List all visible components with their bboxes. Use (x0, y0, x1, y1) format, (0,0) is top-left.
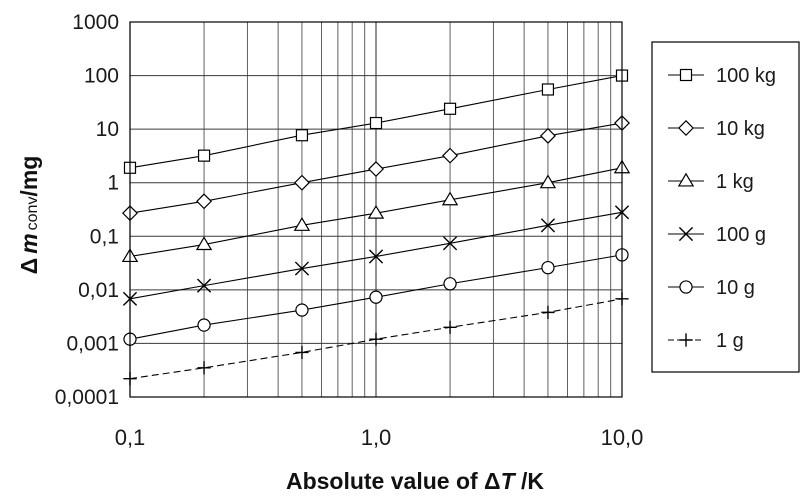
data-point (443, 320, 457, 334)
data-point (541, 260, 555, 275)
data-point (294, 261, 310, 276)
data-point (367, 204, 385, 219)
y-axis-title-symbol: m (16, 233, 42, 253)
y-tick-label: 0,01 (78, 279, 119, 302)
x-tick-label: 0,1 (115, 425, 146, 450)
data-point (295, 129, 309, 142)
data-point (197, 318, 211, 332)
data-point (195, 236, 213, 251)
legend-marker (677, 172, 695, 187)
data-point (369, 290, 383, 304)
x-axis-title-suffix: /K (515, 468, 545, 494)
data-point (442, 236, 458, 251)
y-axis-title-suffix: /mg (16, 156, 42, 197)
data-point (196, 278, 212, 293)
data-point (369, 332, 383, 346)
data-point (539, 127, 556, 144)
data-point (295, 303, 309, 317)
series-10-kg (122, 115, 630, 222)
y-axis-title-delta: Δ (16, 258, 42, 275)
data-point (441, 191, 459, 206)
data-point (442, 147, 459, 164)
data-point (368, 249, 384, 264)
legend-label: 1 g (716, 330, 744, 352)
legend-item: 10 kg (668, 118, 765, 140)
legend-marker (678, 226, 694, 242)
y-tick-label: 10 (96, 118, 119, 141)
y-axis-title: Δm conv/mg (16, 156, 42, 275)
legend-label: 1 kg (716, 171, 754, 193)
legend-marker (679, 68, 693, 82)
data-point (295, 345, 309, 360)
y-axis-title-subscript: conv (24, 197, 41, 231)
legend-marker (679, 280, 693, 294)
data-point (541, 305, 555, 319)
data-point (443, 102, 457, 115)
data-point (197, 361, 211, 375)
legend-label: 100 kg (716, 65, 776, 87)
data-point (368, 161, 384, 178)
data-point (541, 83, 555, 96)
data-point (540, 218, 556, 233)
grid (129, 21, 622, 398)
x-axis-title-prefix: Absolute value of (286, 468, 484, 494)
x-tick-label: 1,0 (361, 425, 392, 450)
plot-frame (129, 21, 623, 398)
y-tick-label: 0,001 (66, 332, 119, 355)
data-point (197, 149, 211, 162)
legend-label: 100 g (716, 224, 766, 246)
y-tick-label: 0,0001 (55, 386, 119, 409)
legend-marker (679, 333, 693, 347)
data-point (443, 277, 457, 291)
y-tick-labels: 1000 100 10 1 0,1 0,01 0,001 0,0001 (55, 11, 119, 409)
legend-marker (678, 120, 694, 136)
y-tick-label: 1000 (72, 11, 119, 34)
legend-label: 10 kg (716, 118, 765, 140)
data-point (293, 174, 310, 191)
x-tick-label: 10,0 (601, 425, 644, 450)
legend-item: 10 g (668, 277, 755, 299)
legend-item: 100 g (668, 224, 766, 246)
y-tick-label: 1 (107, 172, 119, 195)
legend: 100 kg 10 kg 1 kg 100 g 10 g 1 g (651, 41, 800, 373)
y-tick-label: 0,1 (90, 225, 119, 248)
data-point (369, 116, 383, 130)
legend-label: 10 g (716, 277, 755, 299)
legend-item: 1 g (668, 330, 744, 352)
legend-item: 100 kg (668, 65, 776, 87)
x-axis-title-symbol: T (501, 468, 517, 494)
y-tick-label: 100 (84, 65, 119, 88)
data-point (293, 217, 311, 231)
legend-item: 1 kg (668, 171, 754, 193)
x-axis-title: Absolute value of ΔT /K (286, 468, 544, 494)
x-tick-labels: 0,1 1,0 10,0 (115, 425, 644, 450)
data-point (196, 193, 213, 210)
data-point (539, 174, 557, 189)
x-axis-title-delta: Δ (484, 468, 501, 494)
legend-box (651, 41, 800, 373)
